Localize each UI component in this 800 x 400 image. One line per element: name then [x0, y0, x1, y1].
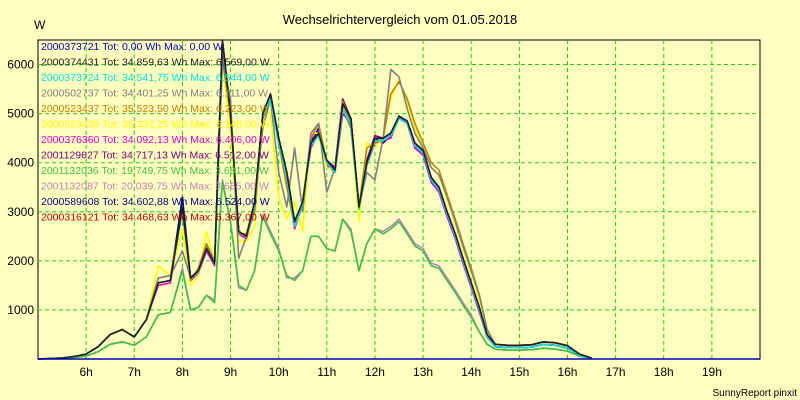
legend-entry: 2000373724 Tot: 34.541,75 Wh Max: 6.544,…: [41, 72, 270, 84]
x-tick-label: 11h: [317, 365, 336, 379]
y-axis-ticks: 1000 2000 3000 4000 5000 6000: [7, 58, 34, 317]
legend-entry: 2000376360 Tot: 34.092,13 Wh Max: 6.406,…: [41, 134, 270, 146]
x-tick-label: 8h: [176, 365, 189, 379]
x-tick-label: 12h: [365, 365, 385, 379]
legend-entry: 2000523439 Tot: 35.332,25 Wh Max: 6.148,…: [41, 119, 270, 131]
x-axis-ticks: 6h 7h 8h 9h 10h 11h 12h 13h 14h 15h 16h 17h 18h 19h: [79, 365, 721, 379]
x-tick-label: 10h: [269, 365, 289, 379]
legend: 2000373721 Tot: 0,00 Wh Max: 0,00 W 20003…: [41, 41, 270, 224]
plot-area: [37, 39, 761, 360]
x-tick-label: 18h: [654, 365, 674, 379]
legend-entry: 2001132036 Tot: 19.749,75 Wh Max: 3.681,…: [41, 165, 269, 177]
x-tick-label: 6h: [79, 365, 92, 379]
y-tick-label: 5000: [7, 107, 34, 121]
x-tick-label: 16h: [557, 365, 577, 379]
legend-entry: 2000523437 Tot: 35.523,50 Wh Max: 6.223,…: [41, 103, 270, 115]
x-tick-label: 7h: [128, 365, 141, 379]
legend-entry: 2001132087 Tot: 20.039,75 Wh Max: 3.665,…: [41, 181, 269, 193]
series-line: [37, 58, 592, 360]
legend-entry: 2000502737 Tot: 34.401,25 Wh Max: 6.111,…: [41, 88, 268, 100]
series-line: [37, 39, 592, 360]
y-tick-label: 4000: [7, 156, 34, 170]
legend-entry: 2000373721 Tot: 0,00 Wh Max: 0,00 W: [41, 41, 223, 53]
legend-entry: 2000316121 Tot: 34.468,63 Wh Max: 6.367,…: [41, 212, 270, 224]
x-tick-label: 9h: [224, 365, 237, 379]
legend-entry: 2000374431 Tot: 34.859,63 Wh Max: 6.569,…: [41, 57, 270, 69]
x-tick-label: 15h: [509, 365, 529, 379]
y-tick-label: 3000: [7, 205, 34, 219]
series-line: [37, 181, 592, 360]
series-line: [37, 61, 592, 360]
x-tick-label: 13h: [413, 365, 433, 379]
x-tick-label: 17h: [606, 365, 626, 379]
footer-credit: SunnyReport pinxit: [713, 388, 798, 399]
y-tick-label: 1000: [7, 303, 34, 317]
x-tick-label: 14h: [461, 365, 481, 379]
legend-entry: 2000589608 Tot: 34.602,88 Wh Max: 6.524,…: [41, 196, 270, 208]
legend-entry: 2001129627 Tot: 34.717,13 Wh Max: 6.512,…: [41, 150, 269, 162]
y-tick-label: 2000: [7, 254, 34, 268]
y-tick-label: 6000: [7, 58, 34, 72]
series-lines: [37, 39, 760, 360]
y-axis-label: W: [34, 18, 46, 32]
chart-title: Wechselrichtervergleich vom 01.05.2018: [283, 12, 518, 27]
x-tick-label: 19h: [702, 365, 722, 379]
